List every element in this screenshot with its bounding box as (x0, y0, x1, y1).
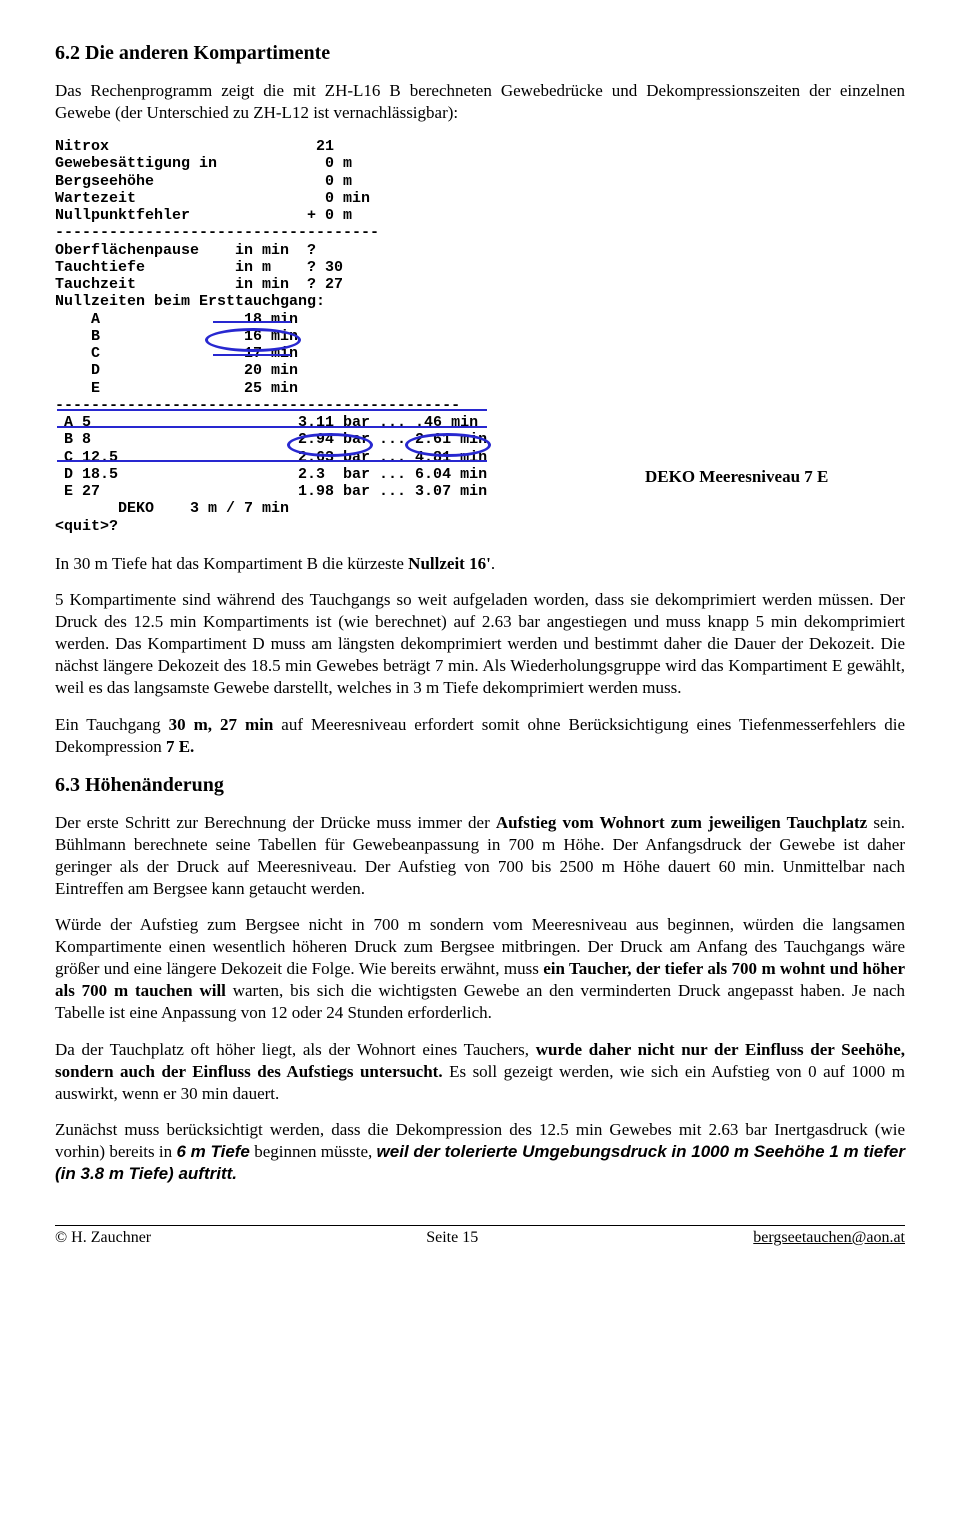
nullzeit-value: Nullzeit 16' (408, 554, 491, 573)
program-output-text: Nitrox 21 Gewebesättigung in 0 m Bergsee… (55, 138, 905, 535)
section-6-2-heading: 6.2 Die anderen Kompartimente (55, 40, 905, 66)
footer-email: bergseetauchen@aon.at (753, 1228, 905, 1249)
dive-params: 30 m, 27 min (169, 715, 274, 734)
text: Ein Tauchgang (55, 715, 169, 734)
annotation-strike (57, 409, 487, 411)
footer-page: Seite 15 (426, 1228, 478, 1249)
text: beginnen müsste, (250, 1142, 377, 1161)
section-6-3-p4: Zunächst muss berücksichtigt werden, das… (55, 1119, 905, 1185)
text: In 30 m Tiefe hat das Kompartiment B die… (55, 554, 408, 573)
text: Da der Tauchplatz oft höher liegt, als d… (55, 1040, 536, 1059)
section-6-2-intro: Das Rechenprogramm zeigt die mit ZH-L16 … (55, 80, 905, 124)
aufstieg-bold: Aufstieg vom Wohnort zum jeweiligen Tauc… (496, 813, 867, 832)
text: . (491, 554, 495, 573)
annotation-strike (213, 321, 291, 323)
section-6-3-p2: Würde der Aufstieg zum Bergsee nicht in … (55, 914, 905, 1024)
annotation-strike (57, 426, 487, 428)
annotation-strike (213, 354, 291, 356)
footer-author: © H. Zauchner (55, 1228, 151, 1249)
annotation-strike (57, 460, 487, 462)
paragraph-nullzeit: In 30 m Tiefe hat das Kompartiment B die… (55, 553, 905, 575)
text: Der erste Schritt zur Berechnung der Drü… (55, 813, 496, 832)
tiefe-arial: 6 m Tiefe (176, 1142, 249, 1161)
section-6-3-heading: 6.3 Höhenänderung (55, 772, 905, 798)
program-output-figure: Nitrox 21 Gewebesättigung in 0 m Bergsee… (55, 138, 905, 535)
deko-result: 7 E. (166, 737, 194, 756)
page-footer: © H. Zauchner Seite 15 bergseetauchen@ao… (55, 1225, 905, 1249)
section-6-3-p3: Da der Tauchplatz oft höher liegt, als d… (55, 1039, 905, 1105)
paragraph-kompartimente: 5 Kompartimente sind während des Tauchga… (55, 589, 905, 699)
paragraph-tauchgang-summary: Ein Tauchgang 30 m, 27 min auf Meeresniv… (55, 714, 905, 758)
section-6-3-p1: Der erste Schritt zur Berechnung der Drü… (55, 812, 905, 900)
